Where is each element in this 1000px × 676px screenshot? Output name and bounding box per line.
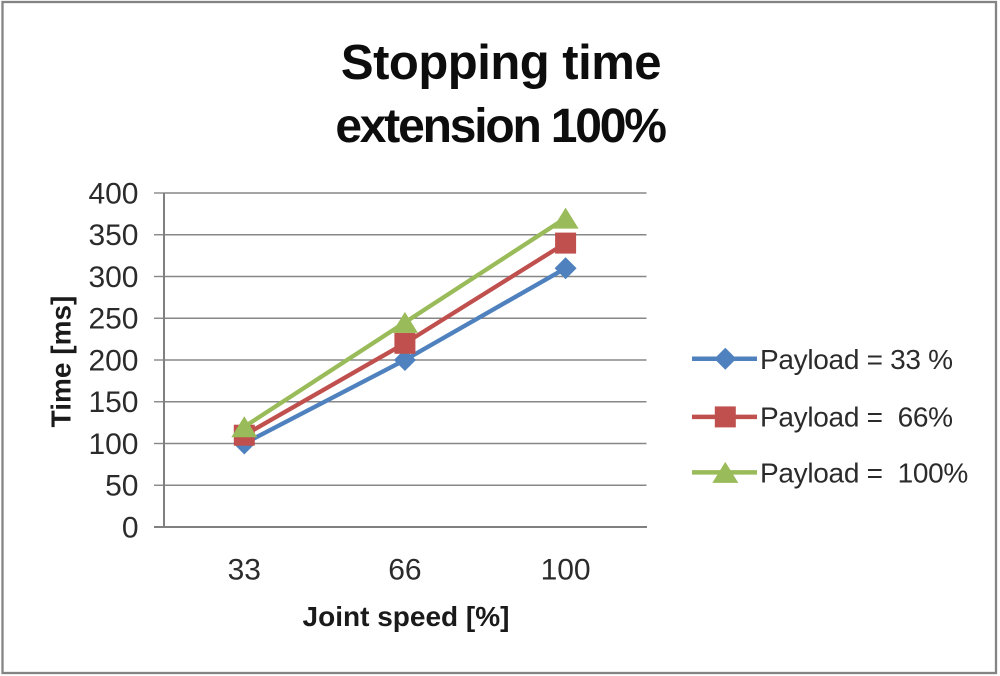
svg-text:66: 66 [388,554,421,587]
svg-text:Payload = 100%: Payload = 100% [760,458,968,489]
svg-text:100: 100 [541,554,591,587]
svg-text:150: 150 [88,386,138,419]
svg-text:Stopping time: Stopping time [341,36,661,90]
svg-text:300: 300 [88,261,138,294]
svg-text:50: 50 [105,470,138,503]
svg-text:250: 250 [88,303,138,336]
svg-text:100: 100 [88,428,138,461]
svg-text:Payload = 33 %: Payload = 33 % [760,344,953,375]
svg-text:33: 33 [228,554,261,587]
svg-text:350: 350 [88,219,138,252]
svg-text:0: 0 [122,512,139,545]
svg-text:Joint speed [%]: Joint speed [%] [303,601,510,632]
svg-text:200: 200 [88,345,138,378]
svg-text:400: 400 [88,178,138,211]
svg-text:extension 100%: extension 100% [335,100,666,153]
svg-text:Payload = 66%: Payload = 66% [760,402,953,433]
svg-text:Time [ms]: Time [ms] [46,296,77,428]
